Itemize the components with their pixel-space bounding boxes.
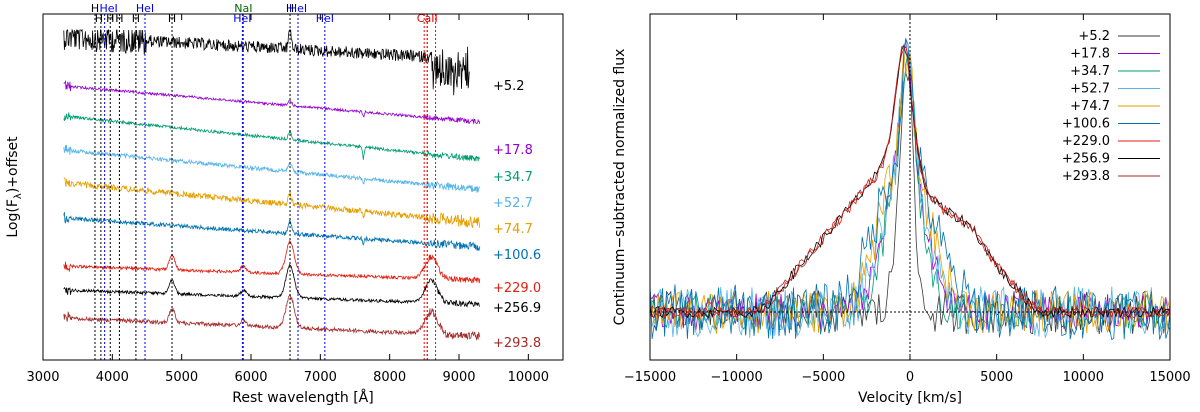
velocity-legend: +5.2 +17.8 +34.7 +52.7 +74.7 +100.6 +229.0 +256… xyxy=(1062,29,1160,184)
spectra-x-ticks: 3000 4000 5000 6000 7000 8000 9000 10000 xyxy=(26,14,549,385)
line-id-label: HeI xyxy=(289,2,307,15)
epoch-label: +256.9 xyxy=(493,301,541,316)
x-tick-label: 9000 xyxy=(442,370,475,385)
spectrum-line xyxy=(63,263,481,308)
velocity-profile-line xyxy=(649,49,1171,334)
x-tick-label: 15000 xyxy=(1149,370,1190,385)
x-tick-label: −5000 xyxy=(801,370,845,385)
spectra-lines xyxy=(63,28,481,341)
x-tick-label: 0 xyxy=(906,370,914,385)
epoch-label: +52.7 xyxy=(493,196,533,211)
line-id-label: H xyxy=(168,12,176,25)
legend-label: +100.6 xyxy=(1062,117,1110,132)
legend-label: +5.2 xyxy=(1078,29,1110,44)
line-id-label: HeI xyxy=(136,2,154,15)
legend-label: +229.0 xyxy=(1062,134,1110,149)
legend-label: +256.9 xyxy=(1062,152,1110,167)
spectrum-line xyxy=(63,177,481,228)
line-id-label: H xyxy=(286,2,294,15)
epoch-label: +74.7 xyxy=(493,222,533,237)
x-tick-label: −10000 xyxy=(711,370,763,385)
line-id-label: H xyxy=(95,12,103,25)
x-tick-label: 6000 xyxy=(234,370,267,385)
spectra-plot-frame xyxy=(42,13,564,361)
velocity-panel: −15000 −10000 −5000 0 5000 10000 15000 +5.2 +17… xyxy=(612,13,1191,406)
velocity-y-axis-label: Continuum−subtracted normalized flux xyxy=(612,49,628,326)
legend-label: +52.7 xyxy=(1070,82,1110,97)
x-tick-label: 10000 xyxy=(1063,370,1104,385)
spectrum-line xyxy=(63,28,470,96)
ylabel-main: Log(F xyxy=(5,199,21,238)
ylabel-subscript: λ xyxy=(13,193,24,199)
legend-label: +74.7 xyxy=(1070,99,1110,114)
x-tick-label: 8000 xyxy=(373,370,406,385)
x-tick-label: −15000 xyxy=(624,370,676,385)
spectrum-line xyxy=(63,79,481,125)
epoch-labels: +5.2 +17.8 +34.7 +52.7 +74.7 +100.6 +229.0 +256… xyxy=(493,79,541,351)
ylabel-suffix: )+offset xyxy=(5,136,21,193)
line-id-label: H xyxy=(132,12,140,25)
legend-label: +17.8 xyxy=(1070,47,1110,62)
line-id-label: HeI xyxy=(99,2,117,15)
spectrum-line xyxy=(63,293,481,341)
epoch-label: +34.7 xyxy=(493,170,533,185)
x-tick-label: 10000 xyxy=(508,370,549,385)
spectrum-line xyxy=(63,144,481,193)
line-id-label: H xyxy=(106,12,114,25)
velocity-x-axis-label: Velocity [km/s] xyxy=(858,390,962,406)
line-id-label: CaII xyxy=(417,12,438,25)
x-tick-label: 3000 xyxy=(26,370,59,385)
spectrum-line xyxy=(63,212,481,251)
reference-lines xyxy=(650,14,1170,360)
x-tick-label: 5000 xyxy=(980,370,1013,385)
line-id-label: H xyxy=(91,2,99,15)
x-tick-label: 5000 xyxy=(165,370,198,385)
x-tick-label: 4000 xyxy=(96,370,129,385)
spectrum-line xyxy=(63,240,481,284)
line-id-label: NaI xyxy=(234,2,252,15)
legend-label: +293.8 xyxy=(1062,169,1110,184)
spectrum-line xyxy=(63,112,481,162)
spectra-x-axis-label: Rest wavelength [Å] xyxy=(232,389,373,406)
legend-label: +34.7 xyxy=(1070,64,1110,79)
velocity-x-ticks: −15000 −10000 −5000 0 5000 10000 15000 xyxy=(624,14,1191,385)
epoch-label: +229.0 xyxy=(493,281,541,296)
x-tick-label: 7000 xyxy=(304,370,337,385)
spectra-y-axis-label: Log(Fλ)+offset xyxy=(5,136,24,238)
epoch-label: +5.2 xyxy=(493,79,525,94)
line-id-label: HeI xyxy=(233,12,251,25)
epoch-label: +17.8 xyxy=(493,143,533,158)
epoch-label: +293.8 xyxy=(493,336,541,351)
epoch-label: +100.6 xyxy=(493,248,541,263)
line-id-label: H xyxy=(115,12,123,25)
